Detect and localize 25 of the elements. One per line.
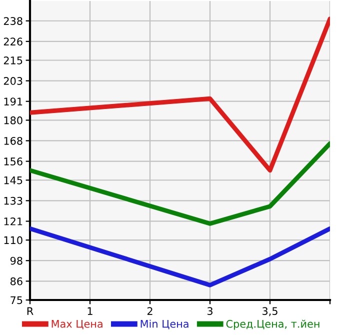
x-tick-label: 1 <box>88 307 92 315</box>
y-tick-label: 191 <box>4 98 22 106</box>
legend-label: Min Цена <box>140 320 188 330</box>
x-tick-label: 2 <box>147 307 152 315</box>
line-series <box>30 141 330 226</box>
y-tick-label: 215 <box>4 56 22 64</box>
x-tick-label: R <box>27 307 34 315</box>
legend-label: Сред.Цена, т.йен <box>226 320 320 330</box>
x-tick-label: 3 <box>207 307 212 316</box>
y-tick-label: 156 <box>4 158 22 166</box>
legend-label: Max Цена <box>52 320 102 330</box>
y-tick-label: 121 <box>4 217 22 226</box>
y-tick-label: 180 <box>4 116 22 124</box>
y-tick-label: 110 <box>4 236 22 244</box>
y-tick-label: 86 <box>10 277 22 286</box>
y-tick-label: 75 <box>10 296 22 304</box>
y-tick-label: 226 <box>4 38 22 46</box>
y-tick-label: 98 <box>10 256 22 265</box>
y-tick-label: 133 <box>4 196 22 205</box>
x-tick-label: 3,5 <box>262 307 278 316</box>
line-series <box>30 16 330 173</box>
y-tick-label: 238 <box>4 17 22 25</box>
y-tick-label: 145 <box>4 176 22 184</box>
y-tick-label: 203 <box>4 77 22 85</box>
y-tick-label: 168 <box>4 136 22 145</box>
